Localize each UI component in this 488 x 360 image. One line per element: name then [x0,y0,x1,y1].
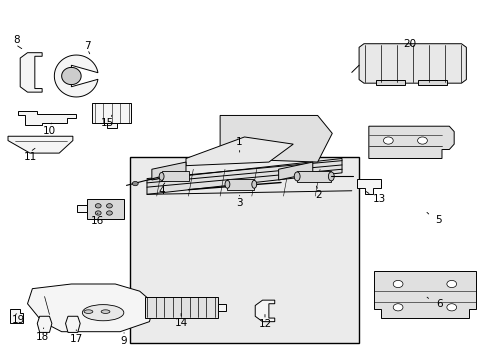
Polygon shape [358,44,466,83]
Polygon shape [65,316,80,332]
Ellipse shape [251,180,256,188]
Text: 19: 19 [11,315,24,325]
Polygon shape [375,80,405,85]
Polygon shape [87,199,124,219]
Polygon shape [220,116,331,162]
Text: 13: 13 [372,194,385,204]
Circle shape [417,137,427,144]
Circle shape [95,204,101,208]
Polygon shape [368,126,453,158]
Text: 11: 11 [23,152,37,162]
Text: 9: 9 [121,336,127,346]
Text: 2: 2 [315,190,321,200]
Polygon shape [217,304,226,311]
Text: 1: 1 [236,138,243,147]
Text: 18: 18 [36,332,49,342]
Ellipse shape [82,305,123,321]
Text: 6: 6 [435,300,442,310]
Text: 16: 16 [90,216,103,226]
Text: 15: 15 [100,118,113,128]
Text: 3: 3 [236,198,243,208]
Ellipse shape [101,310,110,314]
Polygon shape [61,67,81,85]
Text: 4: 4 [158,186,164,197]
Polygon shape [18,111,76,126]
Ellipse shape [294,172,300,181]
Bar [297,171,330,182]
Circle shape [106,211,112,215]
Circle shape [383,137,392,144]
Ellipse shape [159,172,163,180]
Text: 12: 12 [258,319,271,329]
Ellipse shape [224,180,229,188]
Circle shape [392,304,402,311]
Polygon shape [185,137,293,166]
Polygon shape [107,123,117,128]
Circle shape [446,304,456,311]
Circle shape [95,211,101,215]
Polygon shape [20,53,42,92]
Circle shape [392,280,402,288]
Polygon shape [147,158,341,194]
Polygon shape [37,316,52,332]
Polygon shape [152,162,185,180]
Polygon shape [54,55,98,97]
Text: 14: 14 [174,319,187,328]
Circle shape [446,280,456,288]
Polygon shape [356,179,380,194]
Polygon shape [255,300,274,321]
Polygon shape [77,205,87,212]
Text: 8: 8 [13,35,20,45]
Polygon shape [27,284,154,332]
Polygon shape [417,80,446,85]
Text: 10: 10 [43,126,56,135]
Polygon shape [373,271,475,318]
Polygon shape [10,309,22,323]
Bar [227,179,254,190]
Polygon shape [144,297,217,318]
Ellipse shape [84,310,93,314]
Polygon shape [92,103,131,123]
Text: 17: 17 [69,333,83,343]
Polygon shape [8,136,73,153]
Bar [161,171,188,181]
Text: 7: 7 [84,41,91,50]
Circle shape [106,204,112,208]
Text: 20: 20 [403,40,416,49]
Ellipse shape [328,172,333,181]
Circle shape [132,181,138,186]
Text: 5: 5 [435,215,441,225]
Bar [130,157,358,343]
Polygon shape [278,162,312,180]
